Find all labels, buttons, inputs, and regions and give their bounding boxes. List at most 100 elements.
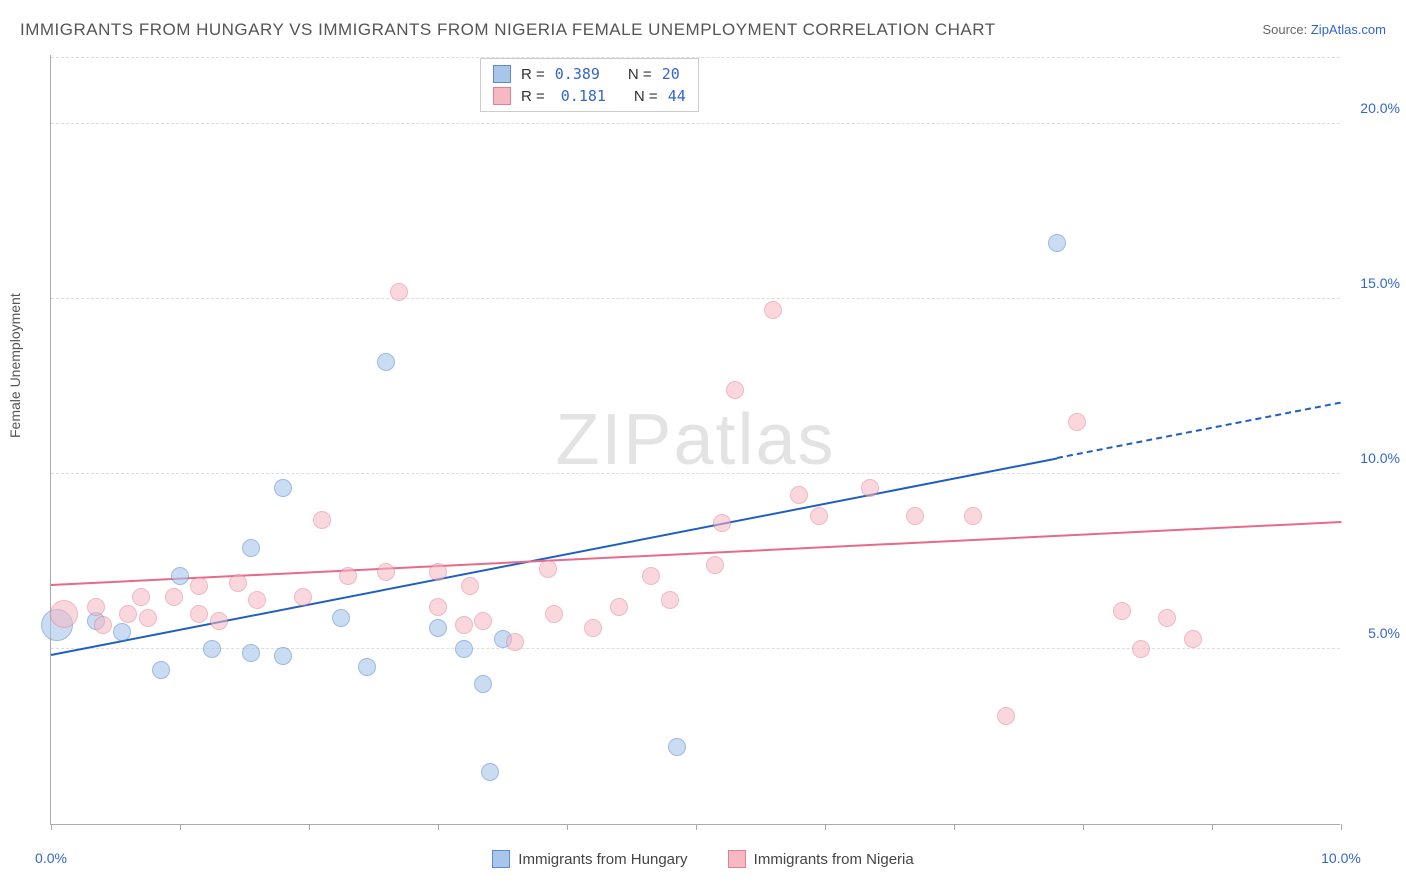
data-point-nigeria [997,707,1015,725]
data-point-nigeria [706,556,724,574]
data-point-nigeria [764,301,782,319]
data-point-nigeria [661,591,679,609]
source-link[interactable]: ZipAtlas.com [1311,22,1386,37]
data-point-hungary [152,661,170,679]
data-point-hungary [274,647,292,665]
data-point-hungary [455,640,473,658]
y-axis-label: Female Unemployment [7,293,23,438]
x-tick [180,824,181,830]
data-point-nigeria [165,588,183,606]
data-point-nigeria [506,633,524,651]
data-point-nigeria [861,479,879,497]
label-n: N = [628,66,652,83]
watermark-part-b: atlas [673,400,835,480]
data-point-nigeria [584,619,602,637]
data-point-nigeria [119,605,137,623]
label-r: R = [521,88,545,105]
label-n: N = [634,88,658,105]
data-point-nigeria [339,567,357,585]
grid-line [51,123,1340,124]
data-point-hungary [203,640,221,658]
value-r-nigeria: 0.181 [555,87,606,105]
data-point-nigeria [810,507,828,525]
data-point-nigeria [210,612,228,630]
x-tick [438,824,439,830]
data-point-nigeria [455,616,473,634]
data-point-nigeria [294,588,312,606]
legend-row-hungary: R = 0.389 N = 20 [493,63,686,85]
chart-title: IMMIGRANTS FROM HUNGARY VS IMMIGRANTS FR… [20,20,996,40]
data-point-nigeria [964,507,982,525]
x-tick [567,824,568,830]
y-tick-label: 10.0% [1360,450,1400,466]
data-point-nigeria [377,563,395,581]
series-name-hungary: Immigrants from Hungary [518,851,687,868]
data-point-nigeria [790,486,808,504]
data-point-nigeria [1184,630,1202,648]
trend-line-hungary [51,457,1058,656]
series-name-nigeria: Immigrants from Nigeria [754,851,914,868]
legend-item-hungary: Immigrants from Hungary [492,850,687,868]
data-point-hungary [242,539,260,557]
data-point-nigeria [94,616,112,634]
swatch-hungary [492,850,510,868]
data-point-hungary [481,763,499,781]
data-point-nigeria [313,511,331,529]
x-tick [1341,824,1342,830]
data-point-hungary [668,738,686,756]
data-point-nigeria [474,612,492,630]
data-point-nigeria [132,588,150,606]
data-point-nigeria [87,598,105,616]
x-tick [825,824,826,830]
legend-row-nigeria: R = 0.181 N = 44 [493,85,686,107]
x-tick [1083,824,1084,830]
label-r: R = [521,66,545,83]
source-prefix: Source: [1262,22,1310,37]
x-tick [954,824,955,830]
swatch-nigeria [493,87,511,105]
data-point-hungary [1048,234,1066,252]
watermark-part-a: ZIP [555,400,673,480]
data-point-nigeria [190,577,208,595]
x-tick [309,824,310,830]
y-tick-label: 15.0% [1360,275,1400,291]
data-point-nigeria [539,560,557,578]
trend-line-hungary-dashed [1057,402,1341,459]
data-point-nigeria [642,567,660,585]
data-point-hungary [377,353,395,371]
y-tick-label: 5.0% [1368,625,1400,641]
source-attribution: Source: ZipAtlas.com [1262,22,1386,37]
data-point-nigeria [906,507,924,525]
data-point-nigeria [726,381,744,399]
data-point-nigeria [139,609,157,627]
data-point-nigeria [229,574,247,592]
x-tick [696,824,697,830]
data-point-hungary [171,567,189,585]
data-point-nigeria [1113,602,1131,620]
watermark: ZIPatlas [555,399,835,481]
data-point-nigeria [461,577,479,595]
data-point-nigeria [429,598,447,616]
data-point-nigeria [1132,640,1150,658]
data-point-nigeria [50,600,78,628]
data-point-nigeria [429,563,447,581]
x-tick [1212,824,1213,830]
data-point-hungary [113,623,131,641]
data-point-hungary [358,658,376,676]
swatch-hungary [493,65,511,83]
grid-line [51,298,1340,299]
data-point-nigeria [248,591,266,609]
swatch-nigeria [728,850,746,868]
y-tick-label: 20.0% [1360,100,1400,116]
chart-container: IMMIGRANTS FROM HUNGARY VS IMMIGRANTS FR… [0,0,1406,892]
correlation-legend: R = 0.389 N = 20 R = 0.181 N = 44 [480,58,699,112]
series-legend: Immigrants from Hungary Immigrants from … [0,850,1406,872]
data-point-hungary [429,619,447,637]
plot-area: ZIPatlas 5.0%10.0%15.0%20.0%0.0%10.0% [50,55,1340,825]
data-point-nigeria [190,605,208,623]
data-point-nigeria [545,605,563,623]
x-tick [51,824,52,830]
data-point-nigeria [713,514,731,532]
data-point-hungary [242,644,260,662]
value-r-hungary: 0.389 [555,65,600,83]
